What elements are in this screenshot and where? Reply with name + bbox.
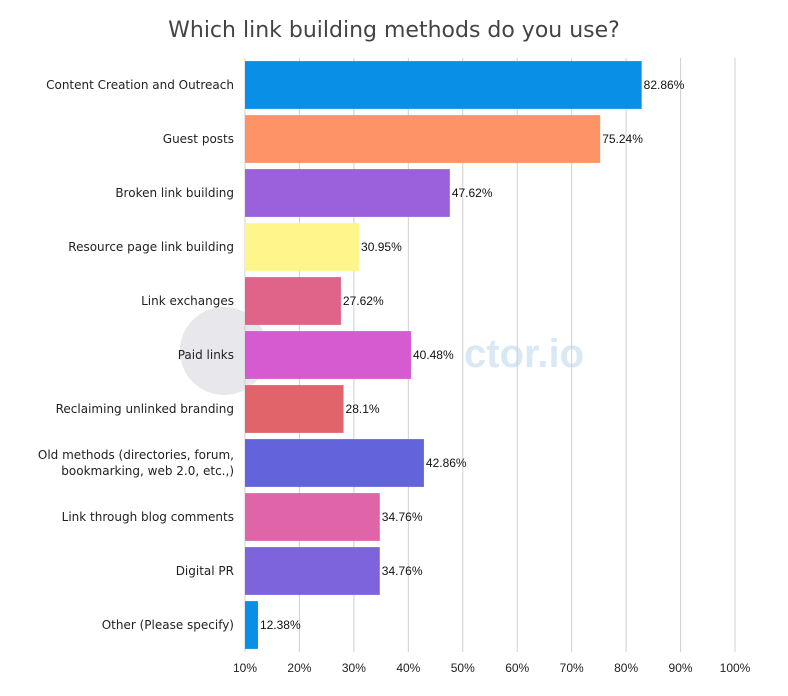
value-label: 82.86% (644, 78, 685, 92)
x-tick-label: 20% (287, 661, 311, 675)
category-label: Guest posts (163, 132, 234, 146)
value-label: 40.48% (413, 348, 454, 362)
value-label: 12.38% (260, 618, 301, 632)
bar (245, 61, 642, 109)
category-label: Link exchanges (141, 294, 234, 308)
x-tick-label: 60% (505, 661, 529, 675)
bar (245, 169, 450, 217)
bar (245, 547, 380, 595)
watermark-text: ctor.io (464, 332, 584, 376)
category-label: Digital PR (176, 564, 234, 578)
category-label: Paid links (178, 348, 234, 362)
value-label: 30.95% (361, 240, 402, 254)
category-label: Reclaiming unlinked branding (56, 402, 234, 416)
bar (245, 223, 360, 271)
value-label: 27.62% (343, 294, 384, 308)
category-label: Broken link building (115, 186, 234, 200)
category-label: Link through blog comments (62, 510, 234, 524)
bar (245, 493, 380, 541)
category-label: Resource page link building (68, 240, 234, 254)
value-label: 47.62% (452, 186, 493, 200)
x-tick-label: 80% (614, 661, 638, 675)
x-tick-label: 100% (720, 661, 751, 675)
category-labels: Content Creation and Outreach Guest posts… (38, 78, 234, 632)
x-tick-label: 40% (396, 661, 420, 675)
bars (245, 61, 642, 649)
chart-title: Which link building methods do you use? (168, 18, 620, 43)
x-tick-label: 10% (233, 661, 257, 675)
x-tick-label: 70% (560, 661, 584, 675)
category-label: Content Creation and Outreach (46, 78, 234, 92)
value-labels: 82.86% 75.24% 47.62% 30.95% 27.62% 40.48% 28.1… (260, 78, 685, 632)
bar (245, 601, 258, 649)
category-label: Old methods (directories, forum, bookmark… (38, 448, 234, 478)
bar (245, 277, 341, 325)
bar (245, 331, 411, 379)
x-tick-label: 50% (451, 661, 475, 675)
bar (245, 385, 344, 433)
bar (245, 115, 601, 163)
value-label: 42.86% (426, 456, 467, 470)
value-label: 75.24% (602, 132, 643, 146)
x-tick-label: 90% (669, 661, 693, 675)
bar (245, 439, 424, 487)
x-axis-ticks: 10% 20% 30% 40% 50% 60% 70% 80% 90% 100% (233, 661, 751, 675)
x-tick-label: 30% (342, 661, 366, 675)
value-label: 28.1% (346, 402, 380, 416)
category-label: Other (Please specify) (102, 618, 234, 632)
value-label: 34.76% (382, 510, 423, 524)
value-label: 34.76% (382, 564, 423, 578)
